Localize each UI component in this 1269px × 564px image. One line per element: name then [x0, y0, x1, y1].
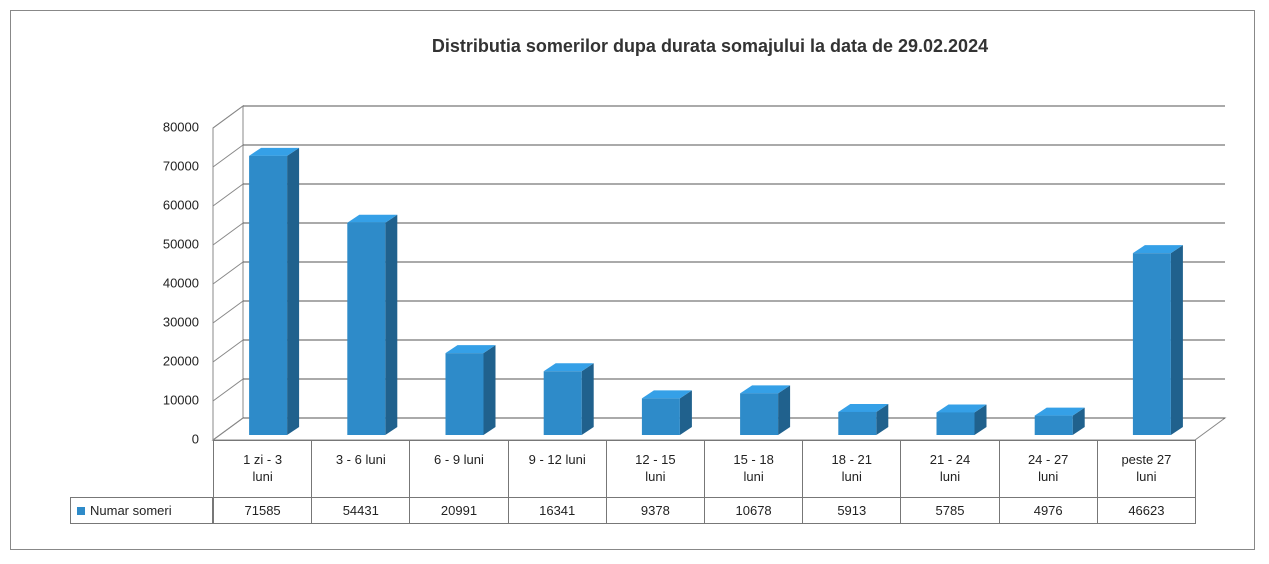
bar [641, 398, 680, 435]
category-cell: 21 - 24 luni [900, 440, 1000, 498]
bar-side [1072, 407, 1085, 435]
grid-line-side [212, 105, 244, 129]
grid-line-side [212, 222, 244, 246]
y-tick-label: 20000 [163, 353, 199, 368]
value-cell: 16341 [507, 497, 607, 524]
bar [936, 412, 975, 435]
y-tick-label: 10000 [163, 392, 199, 407]
bar-top [838, 403, 889, 412]
bar-side [1170, 245, 1183, 435]
legend-label: Numar someri [90, 503, 172, 518]
category-cell: 9 - 12 luni [507, 440, 607, 498]
chart-title: Distributia somerilor dupa durata somaju… [432, 36, 988, 56]
bar-side [385, 214, 398, 435]
grid-line-side [212, 339, 244, 363]
bar-top [1132, 245, 1183, 254]
bar-top [641, 390, 692, 399]
value-cell: 54431 [311, 497, 411, 524]
category-cell: 12 - 15 luni [605, 440, 705, 498]
bar [543, 371, 582, 435]
bar-top [249, 147, 300, 156]
bar-side [974, 404, 987, 435]
bar-side [287, 147, 300, 436]
y-tick-label: 80000 [163, 119, 199, 134]
bar [740, 393, 779, 435]
y-tick-label: 0 [192, 431, 199, 446]
bar-side [581, 363, 594, 435]
grid-line-side [212, 417, 244, 441]
bar-side [483, 345, 496, 435]
value-cell: 4976 [998, 497, 1098, 524]
y-tick-label: 30000 [163, 314, 199, 329]
legend-cell: Numar someri [70, 497, 213, 524]
value-cell: 5785 [900, 497, 1000, 524]
bar-side [876, 403, 889, 435]
bar [1034, 415, 1073, 435]
grid-line-side [212, 300, 244, 324]
bar-side [778, 385, 791, 435]
bar-top [543, 363, 594, 372]
category-cell: 24 - 27 luni [998, 440, 1098, 498]
bar-top [936, 404, 987, 413]
category-cell: 3 - 6 luni [311, 440, 411, 498]
value-cell: 20991 [409, 497, 509, 524]
category-cell: 15 - 18 luni [704, 440, 804, 498]
category-cell: 1 zi - 3 luni [213, 440, 313, 498]
category-cell: 6 - 9 luni [409, 440, 509, 498]
category-cell: 18 - 21 luni [802, 440, 902, 498]
y-tick-label: 70000 [163, 158, 199, 173]
grid-line-side [212, 378, 244, 402]
value-cell: 71585 [213, 497, 313, 524]
bar-top [347, 214, 398, 223]
bar-top [445, 345, 496, 354]
bar-top [740, 385, 791, 394]
bar [249, 155, 288, 436]
bar [347, 222, 386, 435]
value-cell: 46623 [1096, 497, 1196, 524]
grid-line-side [212, 144, 244, 168]
bar-top [1034, 407, 1085, 416]
y-tick-label: 60000 [163, 197, 199, 212]
legend-swatch [77, 506, 85, 515]
category-cell: peste 27 luni [1096, 440, 1196, 498]
value-cell: 9378 [605, 497, 705, 524]
chart-frame [10, 10, 1255, 550]
grid-line-side [212, 261, 244, 285]
bar [445, 353, 484, 435]
y-tick-label: 50000 [163, 236, 199, 251]
bar-side [679, 390, 692, 435]
grid-line-side [212, 183, 244, 207]
value-cell: 10678 [704, 497, 804, 524]
bar [838, 411, 877, 435]
value-cell: 5913 [802, 497, 902, 524]
y-tick-label: 40000 [163, 275, 199, 290]
bar [1132, 253, 1171, 435]
